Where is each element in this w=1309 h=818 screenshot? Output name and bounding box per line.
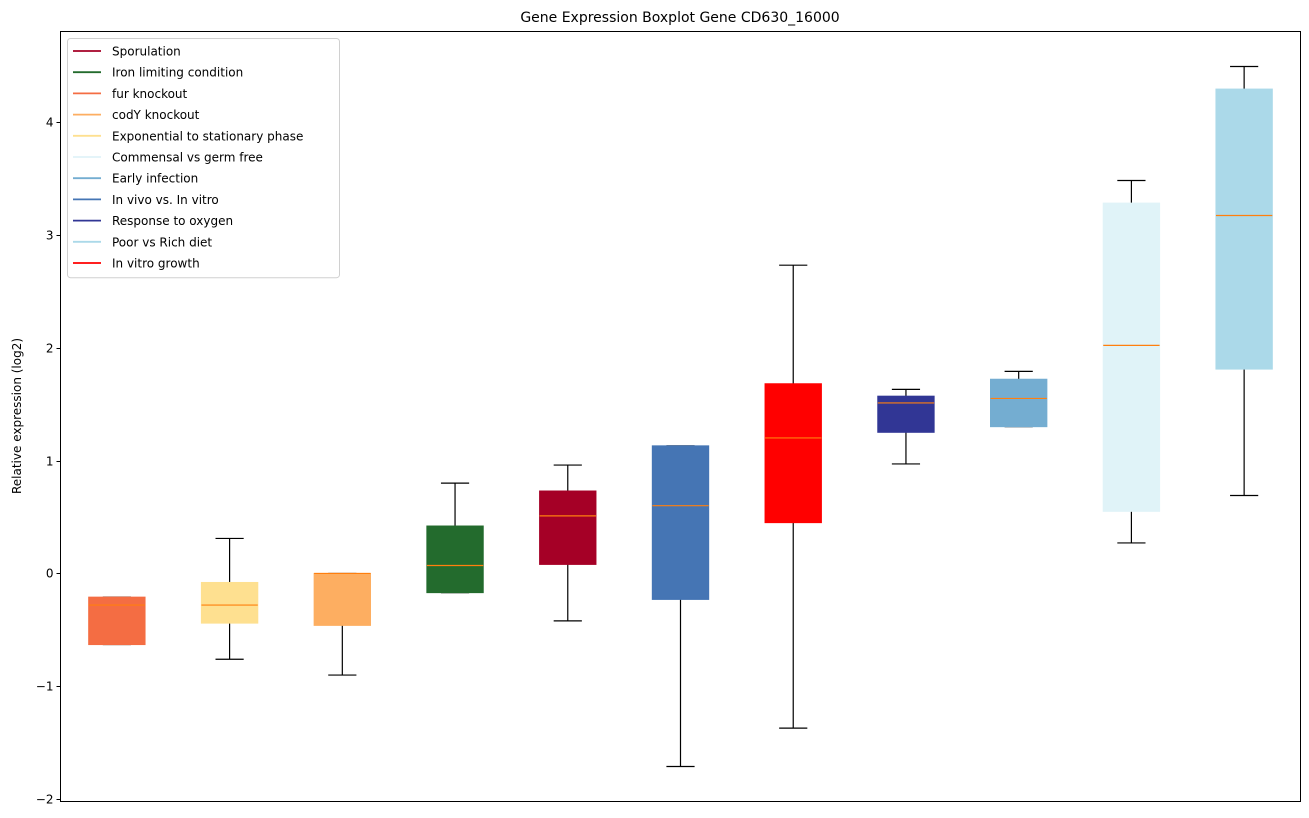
box-iqr: [1215, 88, 1273, 370]
box-iqr: [539, 490, 597, 565]
y-tick-label: 0: [46, 567, 54, 581]
legend-item: Exponential to stationary phase: [73, 129, 303, 143]
box-iqr: [313, 572, 371, 626]
box-iqr: [426, 525, 484, 594]
box-group: [1102, 179, 1161, 544]
box-group: [877, 388, 935, 465]
box-group: [764, 264, 822, 729]
box-group: [313, 572, 371, 676]
legend-label: Exponential to stationary phase: [112, 129, 303, 143]
legend-label: Iron limiting condition: [112, 66, 243, 80]
legend-label: In vitro growth: [112, 257, 200, 271]
box-group: [651, 445, 710, 768]
box-group: [1215, 65, 1273, 497]
legend-item: codY knockout: [73, 108, 200, 122]
y-axis-label: Relative expression (log2): [10, 338, 24, 494]
box-group: [426, 482, 484, 594]
box-iqr: [88, 596, 146, 646]
legend-label: fur knockout: [112, 87, 188, 101]
legend-item: Iron limiting condition: [73, 66, 243, 80]
y-axis: −2 −1 0 1 2 3 4: [36, 116, 61, 807]
box-group: [200, 537, 259, 660]
y-tick-label: −1: [36, 680, 54, 694]
box-group: [990, 370, 1048, 428]
box-iqr: [990, 378, 1048, 428]
chart-title: Gene Expression Boxplot Gene CD630_16000: [520, 10, 839, 26]
box-iqr: [651, 445, 710, 600]
legend-item: Early infection: [73, 172, 198, 186]
legend-label: codY knockout: [112, 108, 200, 122]
legend-box: [67, 38, 340, 279]
box-iqr: [1102, 202, 1161, 512]
legend-label: Response to oxygen: [112, 214, 233, 228]
y-tick-label: 1: [46, 455, 54, 469]
legend-item: Sporulation: [73, 45, 181, 59]
legend-item: fur knockout: [73, 87, 188, 101]
legend-label: Poor vs Rich diet: [112, 235, 212, 249]
plot-frame: [60, 31, 1301, 802]
box-iqr: [200, 581, 259, 624]
legend-item: In vitro growth: [73, 257, 200, 271]
legend-item: In vivo vs. In vitro: [73, 193, 219, 207]
legend-item: Commensal vs germ free: [73, 151, 263, 165]
legend-item: Response to oxygen: [73, 214, 233, 228]
y-tick-label: −2: [36, 793, 54, 807]
legend-label: Sporulation: [112, 45, 181, 59]
boxes-layer: [88, 65, 1273, 768]
legend-label: Early infection: [112, 172, 198, 186]
y-tick-label: 3: [46, 229, 54, 243]
legend-label: Commensal vs germ free: [112, 151, 263, 165]
box-group: [88, 596, 146, 646]
legend-label: In vivo vs. In vitro: [112, 193, 219, 207]
y-tick-label: 4: [46, 116, 54, 130]
box-iqr: [764, 383, 822, 524]
legend: Sporulation Iron limiting condition fur kn…: [67, 38, 340, 279]
y-tick-label: 2: [46, 342, 54, 356]
legend-item: Poor vs Rich diet: [73, 235, 212, 249]
box-group: [539, 464, 597, 622]
box-iqr: [877, 395, 935, 433]
